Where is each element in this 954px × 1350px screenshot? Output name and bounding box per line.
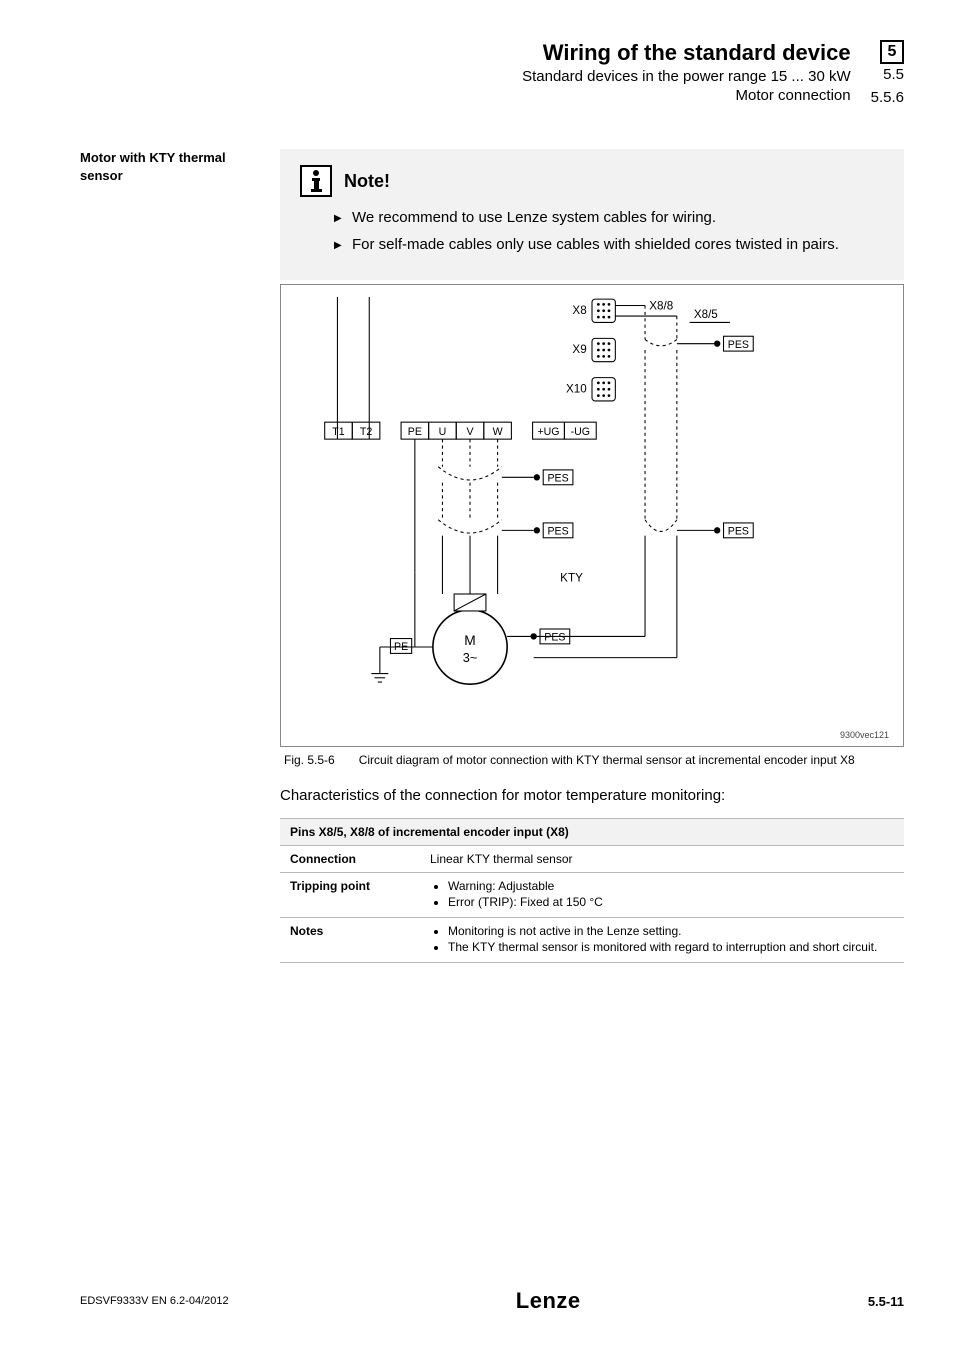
svg-text:T2: T2 (360, 426, 372, 438)
footer-logo: Lenze (516, 1288, 581, 1314)
svg-text:PES: PES (728, 526, 749, 538)
svg-text:PES: PES (728, 339, 749, 351)
page-header: Wiring of the standard device Standard d… (80, 40, 904, 109)
note-title: Note! (344, 171, 390, 192)
figure-caption: Fig. 5.5-6 Circuit diagram of motor conn… (280, 753, 904, 767)
bullet-item: Monitoring is not active in the Lenze se… (448, 924, 894, 938)
row-value: Warning: Adjustable Error (TRIP): Fixed … (420, 873, 904, 918)
svg-text:PES: PES (547, 473, 568, 485)
svg-text:M: M (464, 633, 475, 648)
bullet-item: Error (TRIP): Fixed at 150 °C (448, 895, 894, 909)
circuit-diagram: X8 X8/8 X8/5 X9 (280, 284, 904, 747)
sidebar-heading: Motor with KTY thermal sensor (80, 149, 260, 963)
svg-text:W: W (493, 426, 503, 438)
header-title: Wiring of the standard device (522, 40, 851, 66)
figure-text: Circuit diagram of motor connection with… (359, 753, 855, 767)
header-numbers: 5 5.5 5.5.6 (871, 40, 904, 109)
svg-text:KTY: KTY (560, 571, 583, 584)
diagram-id: 9300vec121 (295, 730, 889, 740)
row-label: Tripping point (280, 873, 420, 918)
characteristics-intro: Characteristics of the connection for mo… (280, 787, 904, 804)
section-number: 5.5 (871, 64, 904, 87)
svg-text:X8/8: X8/8 (649, 300, 673, 313)
footer-page-number: 5.5-11 (868, 1294, 904, 1309)
note-item: We recommend to use Lenze system cables … (334, 207, 884, 230)
subsection-number: 5.5.6 (871, 87, 904, 110)
svg-text:T1: T1 (332, 426, 344, 438)
svg-text:X8: X8 (572, 304, 586, 317)
svg-text:PES: PES (544, 632, 565, 644)
header-subtitle: Standard devices in the power range 15 .… (522, 68, 851, 85)
svg-text:+UG: +UG (537, 426, 559, 438)
figure-number: Fig. 5.5-6 (284, 753, 335, 767)
footer-docid: EDSVF9333V EN 6.2-04/2012 (80, 1295, 229, 1307)
note-item: For self-made cables only use cables wit… (334, 234, 884, 257)
row-label: Notes (280, 918, 420, 963)
svg-text:3~: 3~ (463, 650, 478, 665)
characteristics-table: Pins X8/5, X8/8 of incremental encoder i… (280, 818, 904, 963)
svg-text:X10: X10 (566, 382, 587, 395)
row-value: Linear KTY thermal sensor (420, 846, 904, 873)
header-subsubtitle: Motor connection (522, 87, 851, 104)
row-label: Connection (280, 846, 420, 873)
svg-text:PE: PE (408, 426, 422, 438)
table-header: Pins X8/5, X8/8 of incremental encoder i… (280, 819, 904, 846)
row-value: Monitoring is not active in the Lenze se… (420, 918, 904, 963)
svg-text:U: U (439, 426, 447, 438)
bullet-item: The KTY thermal sensor is monitored with… (448, 940, 894, 954)
info-icon (300, 165, 332, 197)
page-footer: EDSVF9333V EN 6.2-04/2012 Lenze 5.5-11 (80, 1288, 904, 1314)
svg-text:X8/5: X8/5 (694, 308, 718, 321)
note-list: We recommend to use Lenze system cables … (300, 207, 884, 256)
chapter-number: 5 (880, 40, 904, 64)
svg-text:-UG: -UG (571, 426, 590, 438)
note-box: Note! We recommend to use Lenze system c… (280, 149, 904, 280)
svg-text:PES: PES (547, 526, 568, 538)
svg-text:X9: X9 (572, 343, 586, 356)
bullet-item: Warning: Adjustable (448, 879, 894, 893)
svg-text:V: V (466, 426, 474, 438)
